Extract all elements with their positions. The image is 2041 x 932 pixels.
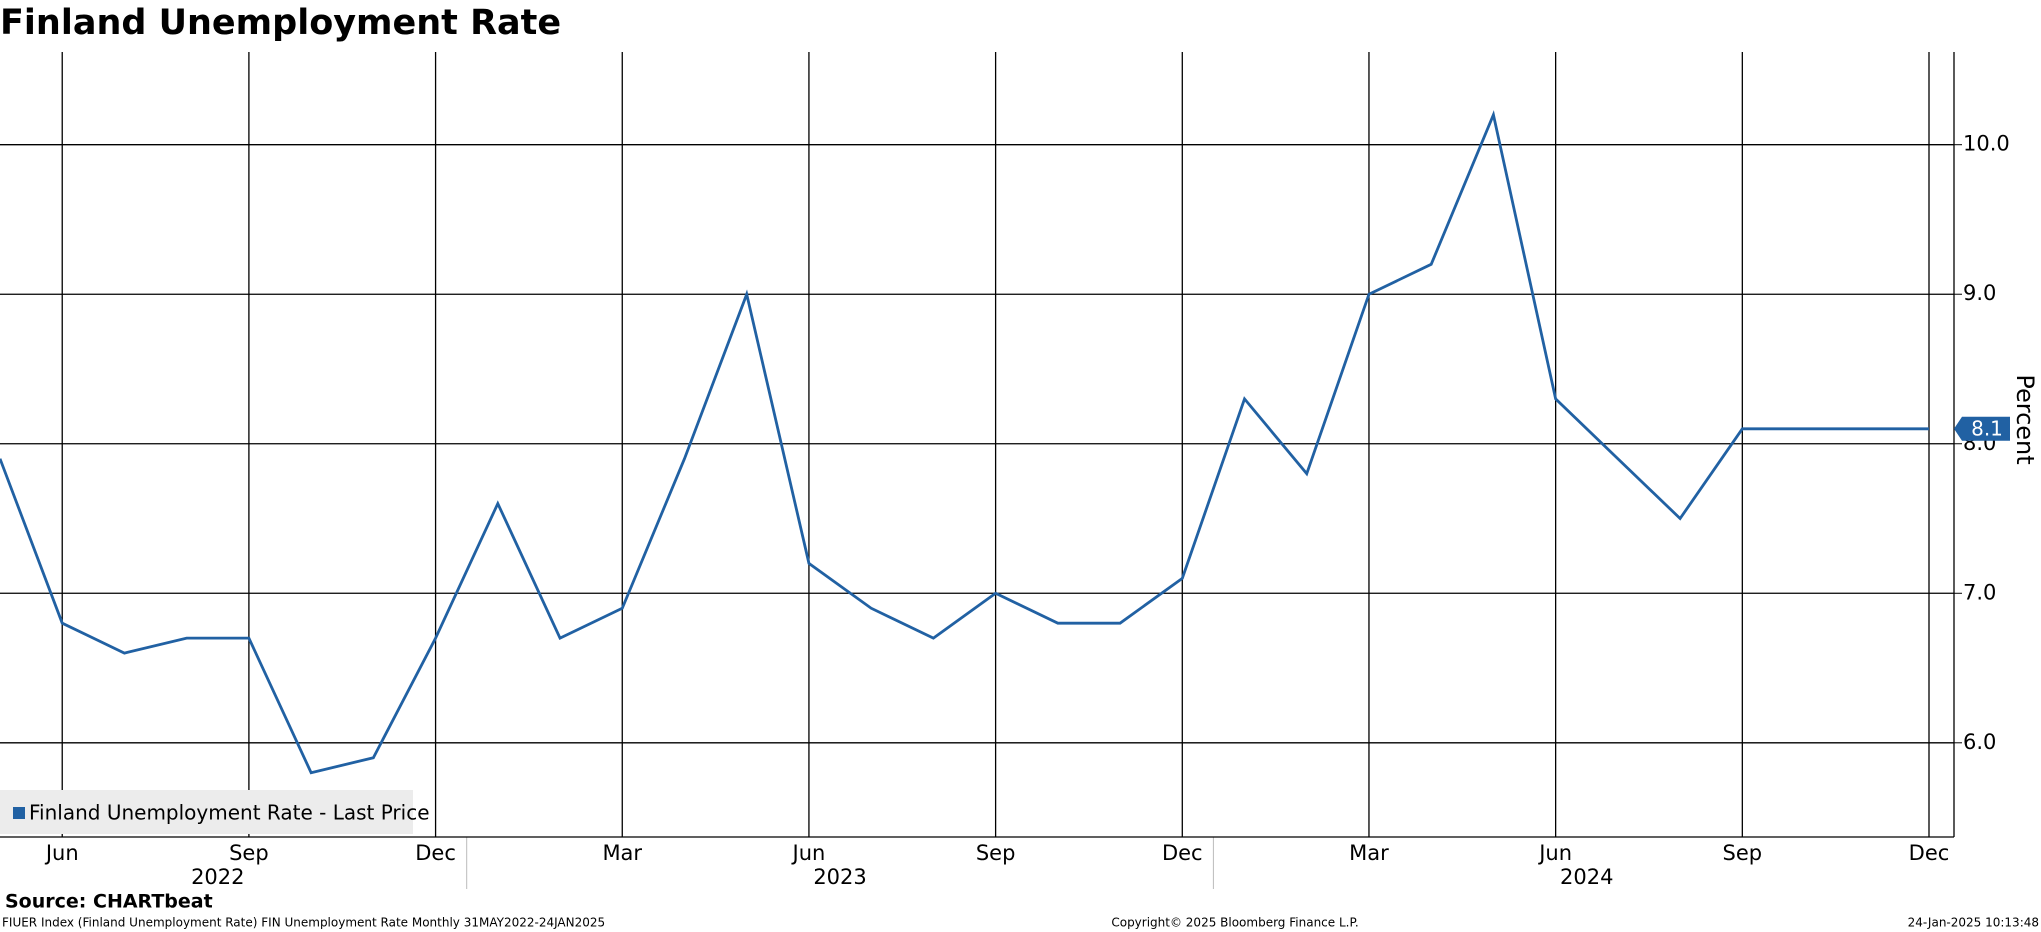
x-year-label: 2022	[191, 865, 244, 889]
legend-box	[0, 790, 413, 834]
footer-right: 24-Jan-2025 10:13:48	[1908, 916, 2039, 930]
x-tick-label: Jun	[44, 841, 79, 865]
x-tick-label: Dec	[1162, 841, 1203, 865]
y-tick-label: 10.0	[1963, 132, 2010, 156]
legend-label: Finland Unemployment Rate - Last Price	[29, 801, 430, 825]
source: Source: CHARTbeat	[5, 891, 213, 913]
x-tick-label: Dec	[415, 841, 456, 865]
legend-swatch	[13, 807, 25, 819]
x-tick-label: Sep	[976, 841, 1016, 865]
footer-center: Copyright© 2025 Bloomberg Finance L.P.	[1111, 916, 1358, 930]
x-tick-label: Mar	[1349, 841, 1389, 865]
x-tick-label: Jun	[1537, 841, 1572, 865]
x-tick-label: Dec	[1909, 841, 1950, 865]
x-tick-label: Mar	[602, 841, 642, 865]
y-tick-label: 6.0	[1963, 730, 1996, 754]
footer-left: FIUER Index (Finland Unemployment Rate) …	[2, 916, 605, 930]
chart-title: Finland Unemployment Rate	[0, 3, 561, 43]
x-tick-label: Sep	[229, 841, 269, 865]
last-value-tag	[1954, 416, 2010, 441]
y-axis-title: Percent	[2011, 374, 2039, 464]
x-tick-label: Jun	[791, 841, 826, 865]
y-tick-label: 9.0	[1963, 281, 1996, 305]
x-tick-label: Sep	[1723, 841, 1763, 865]
last-value-label: 8.1	[1971, 416, 2003, 440]
series-line	[0, 110, 1929, 775]
x-year-label: 2023	[813, 865, 866, 889]
y-tick-label: 7.0	[1963, 580, 1996, 604]
x-year-label: 2024	[1560, 865, 1613, 889]
